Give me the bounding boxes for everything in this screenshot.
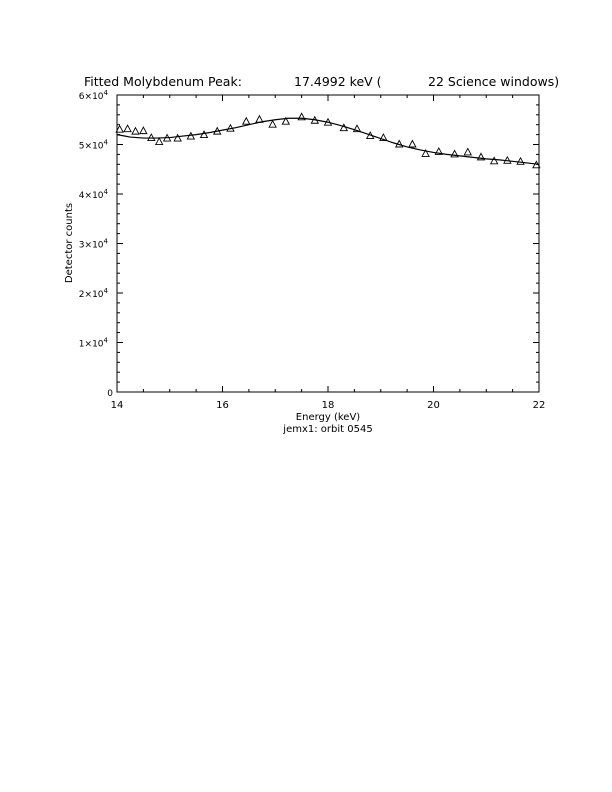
chart-title-prefix: Fitted Molybdenum Peak: xyxy=(84,74,242,89)
data-point-triangle xyxy=(532,160,541,169)
y-tick-mantissa: 0 xyxy=(107,389,113,399)
y-tick-label: 4×104 xyxy=(79,188,109,201)
data-point-triangle xyxy=(212,126,222,135)
data-point-triangle xyxy=(352,124,362,133)
x-tick-label: 20 xyxy=(427,400,440,411)
chart-title-windows: 22 Science windows) xyxy=(428,74,559,89)
data-point-triangle xyxy=(463,147,473,156)
data-point-triangle xyxy=(450,149,459,158)
data-point-series xyxy=(115,112,541,169)
y-tick-exponent: 4 xyxy=(104,89,109,97)
y-tick-mantissa: 4×10 xyxy=(79,191,104,201)
data-point-triangle xyxy=(297,112,306,121)
data-point-triangle xyxy=(281,116,291,125)
data-point-triangle xyxy=(323,117,333,126)
data-point-triangle xyxy=(503,155,512,164)
data-point-triangle xyxy=(255,114,264,123)
x-tick-labels: 14 16 18 20 22 xyxy=(111,400,546,411)
y-tick-exponent: 4 xyxy=(104,238,109,246)
x-tick-label: 22 xyxy=(533,400,546,411)
y-tick-mantissa: 2×10 xyxy=(79,290,104,300)
chart-caption: jemx1: orbit 0545 xyxy=(282,424,372,435)
data-point-triangle xyxy=(408,139,417,148)
y-tick-mantissa: 6×10 xyxy=(79,92,104,102)
data-point-triangle xyxy=(241,116,251,125)
y-tick-label: 3×104 xyxy=(79,238,109,251)
y-tick-exponent: 4 xyxy=(104,287,109,295)
data-point-triangle xyxy=(139,126,148,135)
x-tick-label: 18 xyxy=(322,400,335,411)
y-tick-label: 0 xyxy=(107,389,113,399)
data-point-triangle xyxy=(379,133,388,142)
y-axis-label: Detector counts xyxy=(64,203,75,283)
y-tick-exponent: 4 xyxy=(104,139,109,147)
x-axis-label: Energy (keV) xyxy=(296,412,361,423)
data-point-triangle xyxy=(489,156,499,165)
y-tick-exponent: 4 xyxy=(104,337,109,345)
data-point-triangle xyxy=(199,130,209,139)
data-point-triangle xyxy=(154,137,164,145)
x-tick-label: 14 xyxy=(111,400,124,411)
data-point-triangle xyxy=(115,124,124,133)
y-tick-exponent: 4 xyxy=(104,188,109,196)
data-point-triangle xyxy=(434,146,444,155)
data-point-triangle xyxy=(162,133,172,142)
data-point-triangle xyxy=(186,131,196,140)
data-point-triangle xyxy=(123,124,132,133)
data-point-triangle xyxy=(421,148,430,157)
data-point-triangle xyxy=(147,133,156,142)
data-point-triangle xyxy=(394,139,404,148)
y-tick-mantissa: 5×10 xyxy=(79,142,104,152)
x-tick-label: 16 xyxy=(216,400,229,411)
x-ticks xyxy=(116,95,540,392)
y-tick-label: 2×104 xyxy=(79,287,109,300)
fit-curve-series xyxy=(116,117,540,165)
data-point-triangle xyxy=(173,133,182,142)
data-point-triangle xyxy=(476,152,486,161)
y-tick-mantissa: 1×10 xyxy=(79,340,104,350)
y-tick-label: 1×104 xyxy=(79,337,109,350)
data-point-triangle xyxy=(268,119,277,128)
data-point-triangle xyxy=(516,156,525,165)
y-tick-label: 5×104 xyxy=(79,139,109,152)
data-point-triangle xyxy=(131,126,140,135)
data-point-triangle xyxy=(226,123,235,132)
data-point-triangle xyxy=(310,115,320,124)
data-point-triangle xyxy=(365,131,375,140)
y-tick-mantissa: 3×10 xyxy=(79,241,104,251)
fit-curve-line xyxy=(116,117,540,165)
data-point-triangle xyxy=(339,123,349,132)
chart-title-energy: 17.4992 keV ( xyxy=(294,74,382,89)
y-ticks xyxy=(117,94,539,393)
y-tick-label: 6×104 xyxy=(79,89,109,102)
